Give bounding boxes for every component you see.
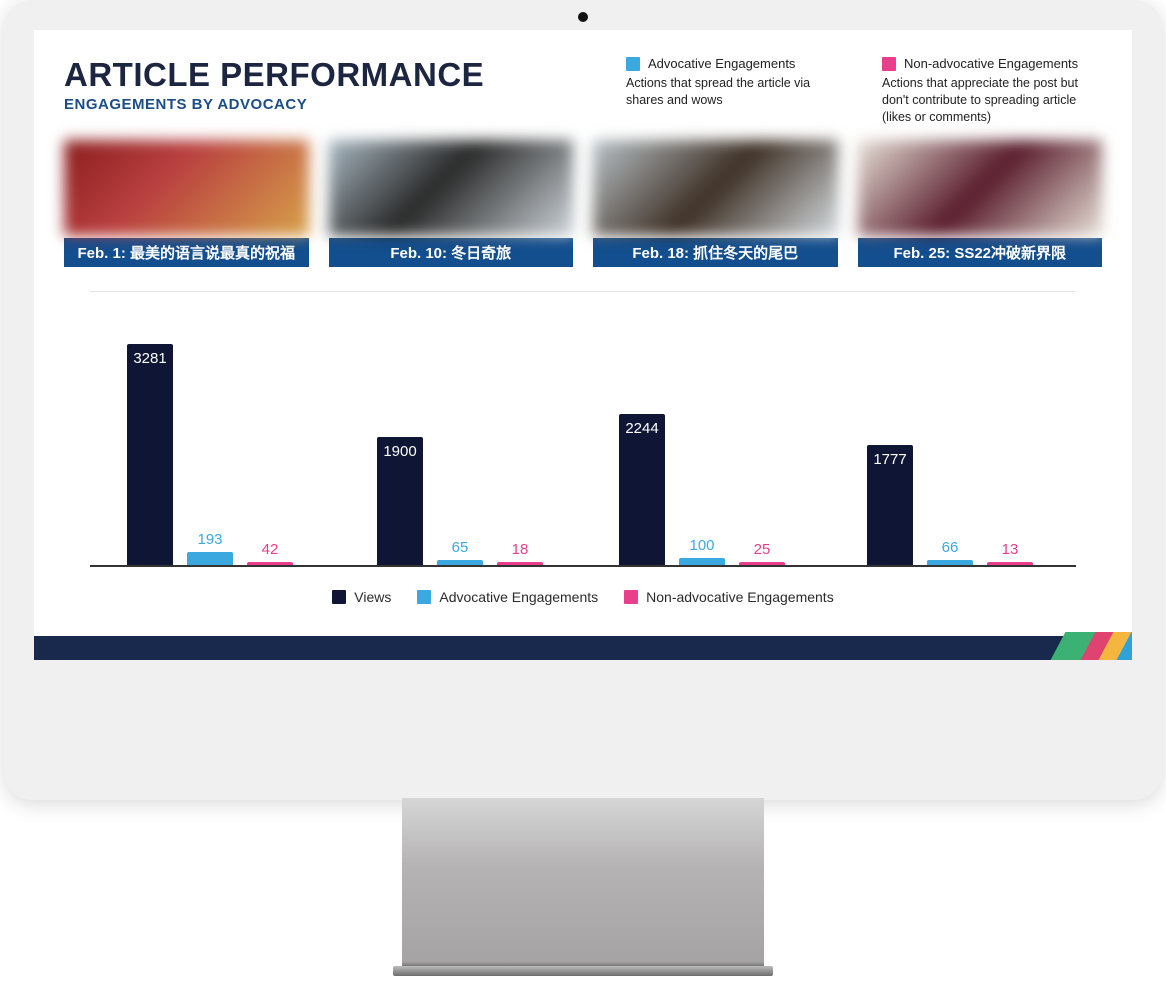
chart-legend-label: Non-advocative Engagements [646,589,834,605]
article-card-label: Feb. 18: 抓住冬天的尾巴 [593,238,838,267]
bar-nonadv: 42 [247,562,293,565]
legend-col-nonadvocative: Non-advocative Engagements Actions that … [882,56,1102,126]
header-row: ARTICLE PERFORMANCE ENGAGEMENTS BY ADVOC… [34,30,1132,126]
bar-nonadv: 18 [497,562,543,565]
bar-value-label: 1900 [383,443,416,460]
legend-desc: Actions that appreciate the post but don… [882,75,1102,126]
bar-adv: 100 [679,558,725,565]
bar-value-label: 100 [689,537,714,554]
screen: ARTICLE PERFORMANCE ENGAGEMENTS BY ADVOC… [34,30,1132,660]
monitor-frame: ARTICLE PERFORMANCE ENGAGEMENTS BY ADVOC… [4,0,1162,800]
bar-adv: 66 [927,560,973,564]
chart-area: 3281 193 42 1900 65 18 2244 100 25 1777 66 13 [90,332,1076,567]
legend-head: Non-advocative Engagements [882,56,1102,71]
bar-adv: 193 [187,552,233,565]
bar-value-label: 18 [512,541,529,558]
bar-value-label: 1777 [873,451,906,468]
article-thumb [329,140,574,236]
bar-value-label: 25 [754,541,771,558]
bar-value-label: 193 [197,531,222,548]
chart: 3281 193 42 1900 65 18 2244 100 25 1777 66 13 Views… [34,267,1132,605]
article-card-label: Feb. 10: 冬日奇旅 [329,238,574,267]
page-subtitle: ENGAGEMENTS BY ADVOCACY [64,96,484,113]
bar-group: 3281 193 42 [120,344,300,564]
bar-group: 2244 100 25 [612,414,792,565]
article-thumb [593,140,838,236]
swatch-icon [882,57,896,71]
bar-nonadv: 13 [987,562,1033,565]
footer-stripes [1032,632,1132,660]
bar-value-label: 3281 [133,350,166,367]
swatch-icon [417,590,431,604]
legend-desc: Actions that spread the article via shar… [626,75,846,109]
legend-name: Advocative Engagements [648,56,795,71]
legend-head: Advocative Engagements [626,56,846,71]
camera-dot-icon [578,12,588,22]
page-title: ARTICLE PERFORMANCE [64,56,484,94]
bar-views: 2244 [619,414,665,565]
chart-legend-label: Views [354,589,391,605]
chart-top-line [90,291,1076,292]
bar-group: 1900 65 18 [370,437,550,565]
bar-views: 3281 [127,344,173,564]
bar-value-label: 2244 [625,420,658,437]
article-thumb [64,140,309,236]
bar-views: 1777 [867,445,913,564]
bar-group: 1777 66 13 [860,445,1040,564]
article-card-label: Feb. 25: SS22冲破新界限 [858,238,1103,267]
article-card[interactable]: Feb. 18: 抓住冬天的尾巴 [593,140,838,267]
title-block: ARTICLE PERFORMANCE ENGAGEMENTS BY ADVOC… [64,56,484,126]
article-thumb [858,140,1103,236]
footer-bar [34,636,1132,660]
chart-legend-item: Views [332,589,391,605]
bar-views: 1900 [377,437,423,565]
bar-adv: 65 [437,560,483,564]
bar-value-label: 42 [262,541,279,558]
cards-row: Feb. 1: 最美的语言说最真的祝福 Feb. 10: 冬日奇旅 Feb. 18:… [34,126,1132,267]
bar-value-label: 66 [942,539,959,556]
chart-legend: Views Advocative Engagements Non-advocativ… [90,567,1076,605]
article-card-label: Feb. 1: 最美的语言说最真的祝福 [64,238,309,267]
chart-legend-label: Advocative Engagements [439,589,598,605]
legend-name: Non-advocative Engagements [904,56,1078,71]
swatch-icon [624,590,638,604]
swatch-icon [626,57,640,71]
article-card[interactable]: Feb. 1: 最美的语言说最真的祝福 [64,140,309,267]
bar-value-label: 13 [1002,541,1019,558]
legend-top: Advocative Engagements Actions that spre… [626,56,1102,126]
article-card[interactable]: Feb. 10: 冬日奇旅 [329,140,574,267]
bar-value-label: 65 [452,539,469,556]
monitor-stand [402,798,764,970]
monitor-stand-foot [393,966,773,976]
chart-legend-item: Non-advocative Engagements [624,589,834,605]
bar-nonadv: 25 [739,562,785,565]
chart-legend-item: Advocative Engagements [417,589,598,605]
legend-col-advocative: Advocative Engagements Actions that spre… [626,56,846,126]
article-card[interactable]: Feb. 25: SS22冲破新界限 [858,140,1103,267]
swatch-icon [332,590,346,604]
